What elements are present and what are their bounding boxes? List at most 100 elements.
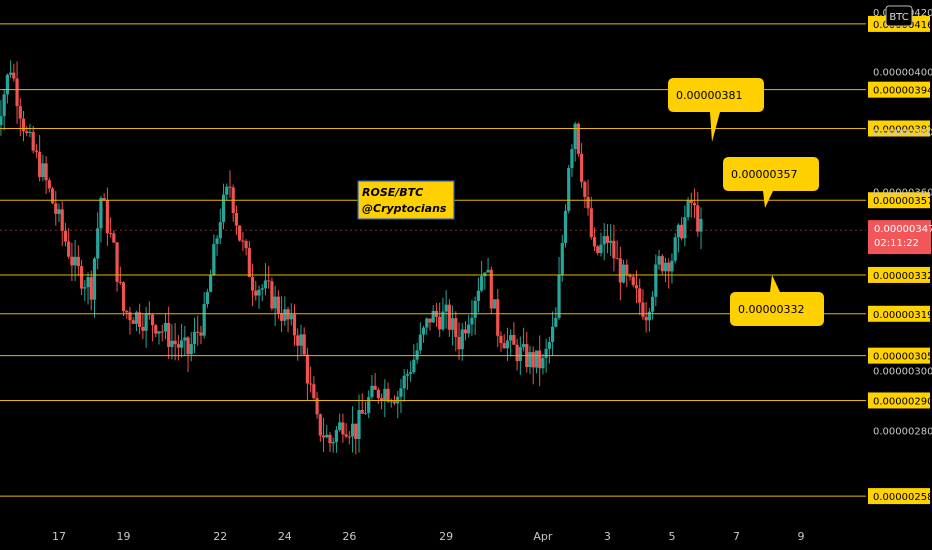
candle-body [112, 233, 116, 243]
current-price-marker: 0.00000347 02:11:22 [0, 220, 932, 255]
level-label: 0.00000394 [873, 86, 932, 97]
candle-body [641, 302, 645, 317]
candle-body [547, 342, 551, 349]
candle-body [44, 163, 48, 181]
x-tick-label: 9 [798, 530, 805, 543]
level-label-bg [868, 192, 930, 209]
candle-body [354, 423, 358, 439]
x-tick-label: 19 [117, 530, 131, 543]
candle-body [628, 274, 632, 277]
candle-body [205, 291, 209, 305]
candle-body [331, 442, 335, 444]
chart-subtitle: @Cryptocians [362, 202, 447, 215]
candle-body [157, 331, 161, 334]
candle-body [0, 116, 3, 126]
candle-body [528, 352, 532, 368]
candle-body [612, 240, 616, 259]
candle-body [138, 312, 142, 327]
candle-body [79, 266, 84, 289]
candle-body [144, 312, 148, 331]
candle-body [57, 209, 61, 214]
candle-body [428, 318, 432, 323]
candle-body [638, 288, 642, 303]
candle-body [373, 385, 377, 390]
candle-body [189, 344, 193, 355]
candle-body [173, 340, 177, 345]
level-label: 0.00000258 [873, 492, 932, 503]
candle-body [347, 436, 351, 438]
candle-body [31, 132, 35, 151]
candle-body [615, 258, 619, 260]
candle-body [460, 329, 464, 350]
candle-body [602, 236, 606, 245]
candle-body [276, 296, 280, 314]
candle-body [515, 344, 519, 362]
currency-badge[interactable]: BTC [885, 5, 913, 27]
candle-body [28, 132, 32, 134]
candle-body [499, 335, 503, 344]
candle-body [360, 410, 364, 414]
level-label-bg [868, 266, 930, 283]
candle-body [202, 304, 206, 336]
candle-body [254, 290, 258, 296]
candle-body [496, 299, 500, 336]
candle-body [170, 340, 174, 347]
candle-body [292, 314, 297, 336]
candle-body [473, 300, 477, 318]
candle-body [431, 310, 435, 323]
candle-body [663, 262, 668, 272]
candle-body [302, 334, 306, 355]
candle-body [425, 318, 429, 328]
y-tick-label: 0.00000380 [873, 127, 932, 138]
candle-body [680, 224, 684, 239]
candle-body [399, 388, 403, 397]
candle-body [444, 304, 448, 312]
candle-body [150, 314, 155, 326]
candle-body [363, 412, 368, 414]
candle-body [376, 389, 380, 399]
candle-body [560, 242, 564, 275]
candle-body [573, 123, 577, 150]
candle-body [76, 256, 80, 267]
candle-body [315, 398, 319, 415]
candle-body [670, 260, 674, 272]
candle-body [686, 200, 690, 218]
candle-body [2, 94, 6, 117]
price-callout: 0.00000357 [723, 157, 819, 208]
level-label: 0.00000290 [873, 396, 932, 407]
candle-body [512, 334, 516, 345]
candle-body [344, 434, 348, 437]
candle-body [689, 200, 693, 203]
candle-body [15, 78, 19, 107]
candle-body [9, 72, 13, 75]
candle-body [238, 225, 242, 241]
chart-title-box: ROSE/BTC @Cryptocians [357, 180, 455, 220]
candle-body [18, 106, 22, 119]
candle-body [631, 276, 635, 286]
candle-body [467, 324, 471, 334]
candle-body [221, 194, 226, 223]
candle-body [192, 331, 197, 345]
candle-body [550, 326, 555, 343]
y-tick-label: 0.00000300 [873, 367, 932, 378]
candle-body [167, 322, 171, 347]
x-tick-label: 3 [604, 530, 611, 543]
candle-body [273, 296, 277, 309]
candle-body [554, 317, 558, 327]
candle-body [12, 72, 16, 79]
candle-body [489, 269, 493, 309]
candle-body [280, 313, 284, 321]
candle-body [544, 348, 548, 358]
level-label-bg [868, 120, 930, 137]
candle-body [654, 264, 658, 297]
candle-body [592, 237, 597, 247]
callout-shape [723, 157, 819, 208]
candle-body [357, 410, 361, 439]
candle-body [212, 243, 216, 276]
candle-body [492, 299, 497, 309]
callout-text: 0.00000381 [676, 89, 742, 102]
candle-body [696, 205, 700, 232]
level-label-bg [868, 81, 930, 98]
candle-body [386, 388, 390, 402]
